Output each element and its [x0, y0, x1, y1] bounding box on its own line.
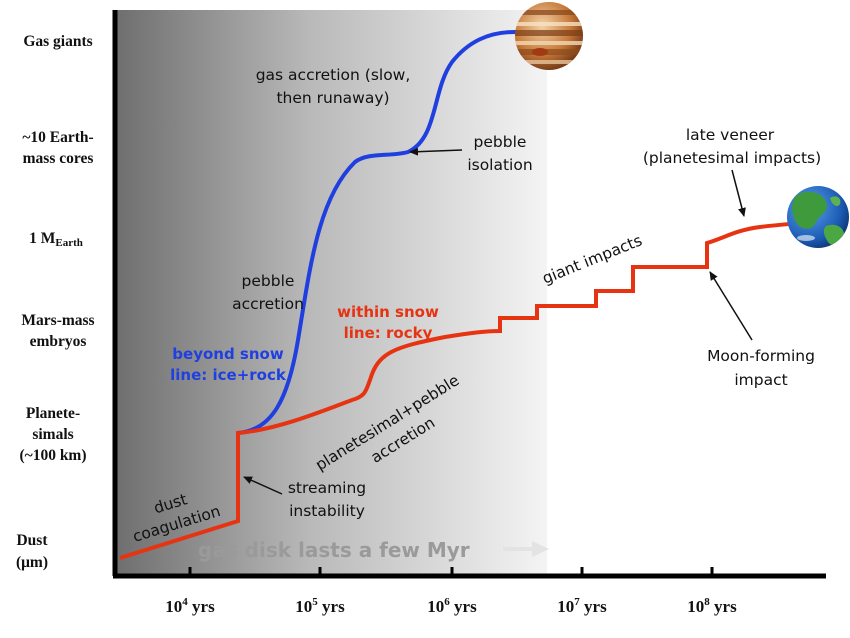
ann-pebble-isolation-line2: isolation: [467, 156, 532, 174]
late-veneer-arrow: [731, 169, 746, 217]
ann-beyond-snow-line2: line: ice+rock: [170, 366, 287, 384]
ylabel-cores-line1: ~10 Earth-: [22, 129, 93, 146]
jupiter-icon: [515, 2, 583, 70]
ylabel-embryos-line2: embryos: [30, 333, 87, 350]
ann-gas-accretion-line1: gas accretion (slow,: [256, 66, 411, 84]
ann-within-snow-line1: within snow: [337, 303, 439, 321]
ann-pebble-accretion-line1: pebble: [242, 272, 295, 290]
gas-disk-arrow-icon: [503, 541, 549, 557]
x-tick-marks: [188, 567, 714, 576]
ylabel-dust-line2: (μm): [16, 554, 48, 571]
ann-gas-accretion-line2: then runaway): [276, 89, 389, 107]
ylabel-planetesimals-line3: (~100 km): [19, 447, 86, 464]
streaming-arrow: [243, 476, 283, 495]
ann-streaming-line1: streaming: [288, 479, 366, 497]
pebble-isolation-arrow: [409, 147, 463, 156]
xlabel-1e5: 105 yrs: [295, 596, 345, 616]
ann-pebble-accretion-line2: accretion: [232, 295, 304, 313]
xlabel-1e7: 107 yrs: [557, 596, 607, 616]
ylabel-gas-giants: Gas giants: [23, 33, 92, 50]
moon-forming-arrow: [709, 271, 753, 341]
ylabel-cores-line2: mass cores: [23, 150, 94, 167]
ann-moon-forming-line2: impact: [734, 371, 787, 389]
ylabel-planetesimals-line2: simals: [32, 426, 73, 443]
gas-disk-label: gas disk lasts a few Myr: [198, 538, 470, 562]
xlabel-1e6: 106 yrs: [427, 596, 477, 616]
ylabel-earth-main: 1 M: [29, 230, 56, 247]
ann-beyond-snow-line1: beyond snow: [172, 345, 284, 363]
ann-late-veneer-line1: late veneer: [686, 126, 775, 144]
ann-streaming-line2: instability: [289, 502, 365, 520]
ann-moon-forming-line1: Moon-forming: [707, 347, 815, 365]
red-track-rocky: [119, 221, 801, 560]
earth-icon: [787, 186, 849, 248]
ylabel-earth-sub: Earth: [55, 237, 83, 249]
xlabel-1e4: 104 yrs: [165, 596, 215, 616]
ann-pebble-isolation-line1: pebble: [474, 133, 527, 151]
ylabel-embryos-line1: Mars-mass: [21, 312, 94, 329]
ylabel-planetesimals-line1: Planete-: [26, 405, 80, 422]
ylabel-dust-line1: Dust: [16, 532, 48, 549]
ylabel-earth-mass: 1 MEarth: [29, 230, 83, 249]
ann-giant-impacts: giant impacts: [540, 231, 645, 287]
ann-within-snow-line2: line: rocky: [344, 324, 433, 342]
xlabel-1e8: 108 yrs: [687, 596, 737, 616]
gas-disk-region: [115, 10, 547, 576]
blue-track-ice-rock: [236, 30, 517, 435]
ann-late-veneer-line2: (planetesimal impacts): [643, 149, 821, 167]
